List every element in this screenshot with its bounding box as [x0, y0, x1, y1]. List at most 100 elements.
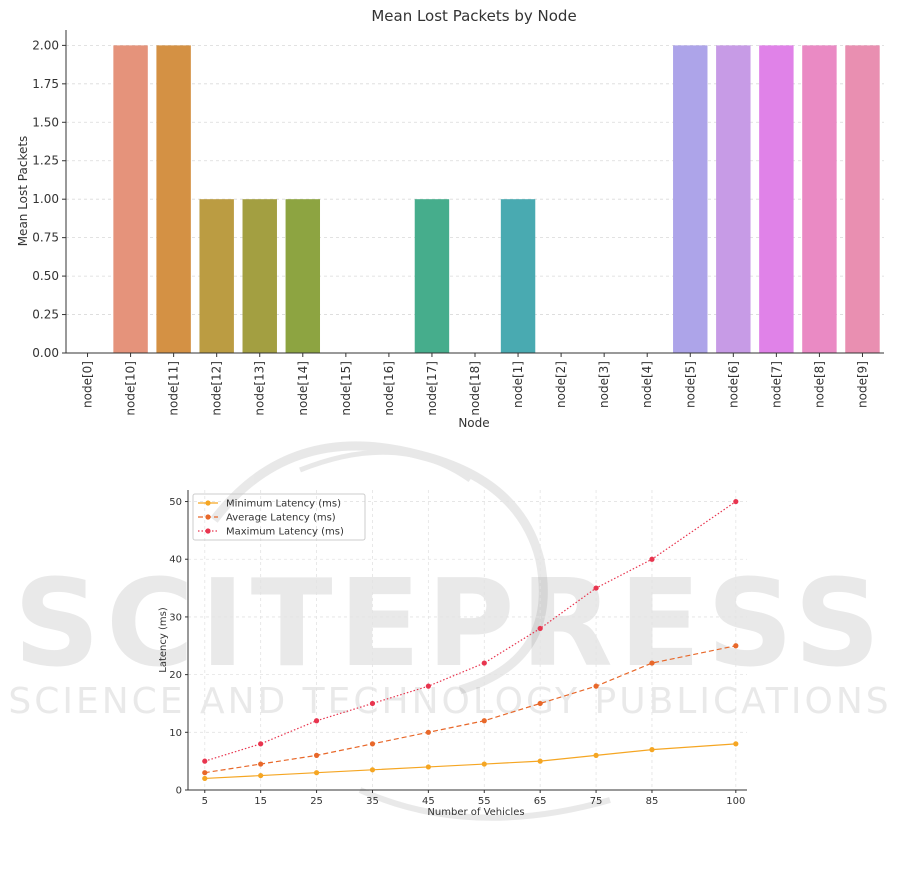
- line-chart-x-tick-label: 45: [422, 796, 435, 807]
- bar: [199, 199, 234, 353]
- bar: [242, 199, 277, 353]
- data-point: [202, 770, 208, 776]
- watermark-subtitle: SCIENCE AND TECHNOLOGY PUBLICATIONS: [8, 681, 891, 722]
- data-point: [733, 741, 739, 747]
- data-point: [369, 700, 376, 707]
- bar: [673, 45, 708, 353]
- line-chart-x-tick-label: 15: [254, 796, 267, 807]
- bar: [285, 199, 321, 353]
- line-chart-y-ticks: 0 10 20 30 40 50: [169, 497, 188, 797]
- bar-chart-x-tick-label: node[7]: [769, 361, 783, 408]
- bar-chart-x-tick-label: node[16]: [382, 361, 396, 416]
- bar-chart-x-tick-label: node[12]: [210, 361, 224, 416]
- line-chart-x-tick-label: 5: [202, 796, 208, 807]
- bar-chart-x-tick-label: node[1]: [511, 361, 525, 408]
- bar-chart-x-tick-label: node[2]: [554, 361, 568, 408]
- bar-chart-y-ticks: 0.00 0.25 0.50 0.75 1.00 1.25 1.50 1.75 2.00: [32, 38, 66, 360]
- data-point: [649, 660, 655, 666]
- bar-chart-bars: [113, 45, 880, 353]
- bar-chart-y-tick-label: 1.75: [32, 77, 59, 91]
- data-point: [593, 585, 599, 591]
- data-point: [649, 556, 655, 562]
- bar-chart-x-tick-label: node[18]: [468, 361, 482, 416]
- data-point: [593, 683, 599, 689]
- data-point: [313, 752, 320, 758]
- line-chart-x-ticks: 5 15 25 35 45 55 65 75 85 100: [202, 790, 745, 807]
- data-point: [537, 758, 543, 764]
- line-chart-grid: [188, 490, 747, 791]
- data-point: [481, 718, 487, 724]
- legend-label: Maximum Latency (ms): [226, 527, 344, 538]
- data-point: [369, 767, 376, 773]
- series-line: [204, 743, 736, 780]
- bar: [802, 45, 837, 353]
- line-chart-y-tick-label: 50: [169, 497, 182, 508]
- legend-label: Minimum Latency (ms): [226, 499, 341, 510]
- legend-marker: [205, 514, 211, 520]
- data-point: [425, 764, 431, 770]
- legend-marker: [205, 500, 211, 506]
- bar: [113, 45, 148, 353]
- bar-chart-x-tick-label: node[17]: [425, 361, 439, 416]
- line-chart-y-tick-label: 40: [169, 555, 182, 566]
- line-chart-y-tick-label: 20: [169, 670, 182, 681]
- bar-chart-x-tick-label: node[8]: [812, 361, 826, 408]
- data-point: [313, 718, 320, 724]
- line-chart-x-tick-label: 25: [310, 796, 323, 807]
- data-point: [258, 761, 264, 767]
- data-point: [258, 772, 264, 779]
- bar-chart-x-tick-label: node[11]: [167, 361, 181, 416]
- line-chart-x-tick-label: 35: [366, 796, 379, 807]
- bar-chart-x-axis-label: Node: [458, 416, 489, 430]
- legend-box: [192, 493, 366, 541]
- line-chart-y-tick-label: 10: [169, 728, 182, 739]
- series-line: [204, 645, 736, 774]
- line-chart-x-axis-label: Number of Vehicles: [427, 807, 524, 818]
- line-chart-axes: [187, 490, 747, 791]
- data-point: [733, 643, 739, 649]
- data-point: [481, 761, 487, 767]
- bar-chart-x-tick-label: node[14]: [296, 361, 310, 416]
- data-point: [258, 741, 264, 747]
- data-point: [425, 683, 431, 689]
- data-point: [649, 747, 655, 753]
- line-chart-x-tick-label: 55: [478, 796, 491, 807]
- bar-chart-x-tick-label: node[10]: [124, 361, 138, 416]
- bar-chart-x-tick-label: node[4]: [640, 361, 654, 408]
- data-point: [481, 660, 487, 666]
- bar-chart-y-axis-label: Mean Lost Packets: [16, 136, 30, 247]
- line-chart-series: [202, 498, 739, 782]
- series-line: [204, 501, 737, 762]
- bar-chart-title: Mean Lost Packets by Node: [371, 7, 576, 25]
- data-point: [537, 700, 543, 707]
- bar-chart-y-tick-label: 1.25: [32, 154, 59, 168]
- data-point: [537, 625, 543, 632]
- legend-label: Average Latency (ms): [226, 513, 336, 524]
- data-point: [202, 758, 208, 764]
- bar: [845, 45, 880, 353]
- bar-chart-x-tick-label: node[3]: [597, 361, 611, 408]
- legend-marker: [205, 528, 211, 534]
- bar-chart-x-ticks: node[0] node[10] node[11] node[12] node[13] n…: [81, 353, 869, 416]
- bar: [716, 45, 751, 353]
- data-point: [593, 752, 599, 758]
- bar-chart-y-tick-label: 1.00: [32, 192, 59, 206]
- bar-chart-y-tick-label: 0.25: [32, 308, 59, 322]
- bar-chart-x-tick-label: node[0]: [81, 361, 95, 408]
- bar-chart-x-tick-label: node[15]: [339, 361, 353, 416]
- bar: [500, 199, 536, 353]
- line-chart: 0 10 20 30 40 50 5 15 25 35 45 55 65 75 85 100 Minimum…: [158, 490, 747, 818]
- line-chart-y-tick-label: 0: [176, 786, 182, 797]
- data-point: [202, 775, 208, 782]
- bar-chart-x-tick-label: node[9]: [855, 361, 869, 408]
- bar-chart-x-tick-label: node[5]: [683, 361, 697, 408]
- line-chart-y-axis-label: Latency (ms): [158, 607, 169, 673]
- line-chart-x-tick-label: 75: [590, 796, 603, 807]
- bar: [156, 45, 191, 353]
- bar-chart-y-tick-label: 0.50: [32, 269, 59, 283]
- bar-chart-y-tick-label: 2.00: [32, 38, 59, 52]
- line-chart-x-tick-label: 85: [646, 796, 659, 807]
- data-point: [369, 741, 376, 747]
- data-point: [733, 498, 739, 505]
